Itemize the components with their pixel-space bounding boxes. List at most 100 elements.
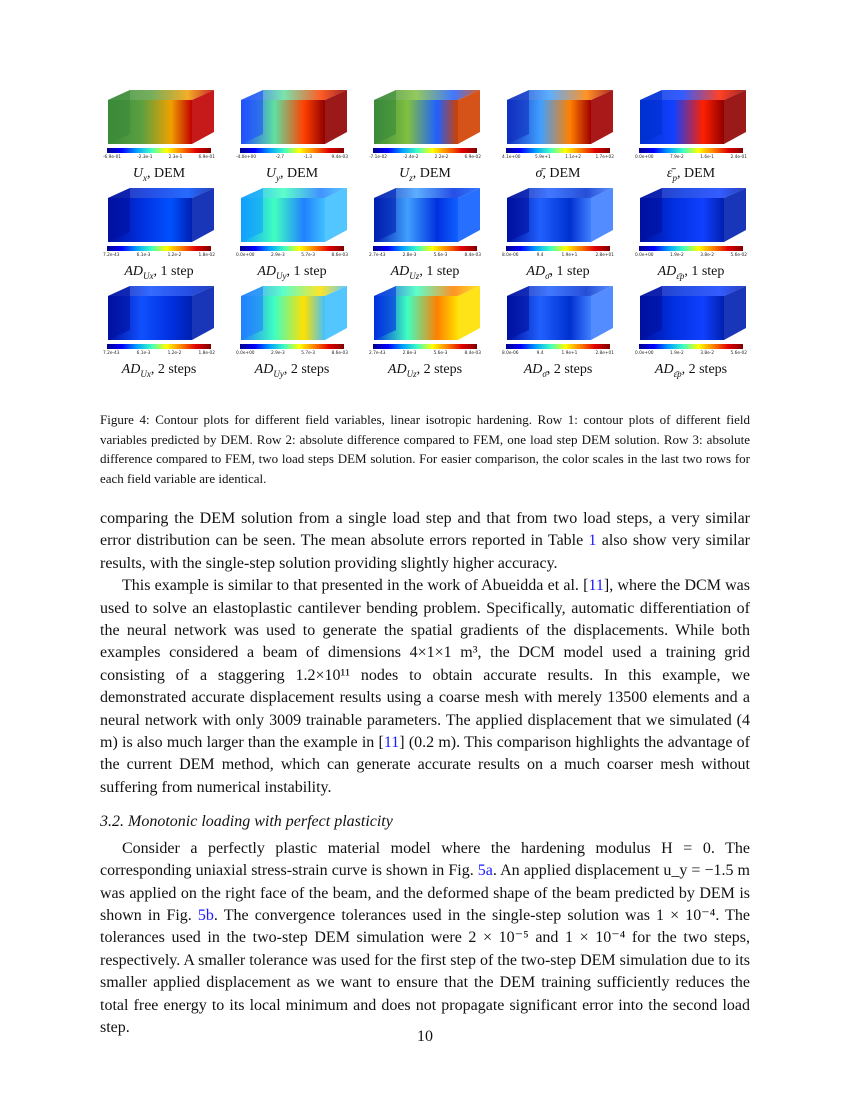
colorbar-tick-label: 0.0e+00 [635, 253, 654, 258]
colorbar-ticks: 0.0e+00 2.9e-3 5.7e-3 8.6e-03 [236, 253, 348, 259]
colorbar-tick-label: 5.7e-3 [301, 253, 316, 258]
colorbar-ticks: 4.1e+00 5.9e+1 1.1e+2 1.7e+02 [502, 155, 614, 161]
beam-top-face [640, 286, 746, 296]
colorbar-tick-label: 5.6e-3 [433, 253, 448, 258]
beam-end-face [241, 286, 263, 340]
beam-side-face [458, 90, 480, 144]
beam-contour-plot [374, 286, 480, 340]
beam-contour-plot [507, 90, 613, 144]
colorbar-tick-label: 2.7e-43 [369, 253, 386, 258]
beam-side-face [591, 188, 613, 242]
colorbar-tick-label: 4.1e+00 [502, 155, 521, 160]
beam-contour-plot [640, 90, 746, 144]
beam-top-face [507, 286, 613, 296]
colorbar [506, 344, 610, 349]
contour-panel: -6.9e-01 -2.3e-1 2.3e-1 6.9e-01 Ux, DEM [95, 86, 223, 182]
beam-contour-plot [241, 286, 347, 340]
figure-row: -6.9e-01 -2.3e-1 2.3e-1 6.9e-01 Ux, DEM -4.… [95, 86, 755, 182]
beam-side-face [325, 90, 347, 144]
colorbar [639, 148, 743, 153]
beam-side-face [192, 90, 214, 144]
colorbar [240, 148, 344, 153]
contour-panel: 7.2e-43 6.1e-3 1.2e-2 1.8e-02 ADUx, 1 step [95, 184, 223, 280]
colorbar-tick-label: 2.9e-3 [271, 351, 285, 356]
panel-label: Uy, DEM [265, 166, 319, 183]
table-ref-link[interactable]: 1 [588, 532, 597, 550]
colorbar [373, 344, 477, 349]
colorbar-tick-label: 2.8e-3 [402, 253, 417, 258]
beam-side-face [724, 90, 746, 144]
colorbar-tick-label: -2.7 [275, 155, 285, 160]
contour-panel: 0.0e+00 2.9e-3 5.7e-3 8.6e-03 ADUy, 2 steps [228, 282, 356, 378]
colorbar-tick-label: 2.8e+01 [595, 253, 614, 258]
contour-panel: 2.7e-43 2.8e-3 5.6e-3 8.4e-03 ADUz, 1 step [361, 184, 489, 280]
beam-end-face [241, 90, 263, 144]
colorbar-tick-label: 8.6e-03 [331, 253, 348, 258]
colorbar [107, 148, 211, 153]
beam-contour-plot [108, 286, 214, 340]
panel-label: ADUx, 1 step [124, 264, 194, 281]
colorbar-tick-label: 9.4 [536, 253, 544, 258]
beam-top-face [374, 188, 480, 198]
contour-panel: 8.0e-06 9.4 1.9e+1 2.8e+01 ADσ̄, 2 steps [494, 282, 622, 378]
beam-top-face [374, 90, 480, 100]
contour-panel: 0.0e+00 1.9e-2 3.8e-2 5.6e-02 ADε̄p, 2 step… [627, 282, 755, 378]
colorbar-tick-label: 7.2e-43 [103, 351, 120, 356]
citation-link[interactable]: 11 [588, 577, 604, 595]
colorbar-tick-label: 1.2e-2 [167, 351, 182, 356]
colorbar-tick-label: 1.8e-02 [198, 351, 216, 356]
beam-side-face [192, 286, 214, 340]
colorbar [107, 344, 211, 349]
colorbar [639, 246, 743, 251]
beam-top-face [108, 90, 214, 100]
colorbar-tick-label: 8.0e-06 [502, 253, 519, 258]
panel-label: ADUx, 2 steps [121, 362, 197, 379]
beam-top-face [241, 90, 347, 100]
citation-link[interactable]: 11 [383, 734, 400, 752]
colorbar-tick-label: 0.0e+00 [635, 351, 654, 356]
colorbar-ticks: -4.0e+00 -2.7 -1.3 9.4e-03 [236, 155, 348, 161]
colorbar-ticks: 8.0e-06 9.4 1.9e+1 2.8e+01 [502, 253, 614, 259]
panel-label: ADε̄p, 1 step [657, 264, 725, 281]
beam-side-face [458, 188, 480, 242]
colorbar-tick-label: -4.0e+00 [236, 155, 257, 160]
colorbar-tick-label: 1.2e-2 [167, 253, 182, 258]
beam-contour-plot [374, 90, 480, 144]
colorbar [373, 148, 477, 153]
beam-top-face [640, 90, 746, 100]
contour-panel: 4.1e+00 5.9e+1 1.1e+2 1.7e+02 σ̄, DEM [494, 86, 622, 182]
colorbar-ticks: 2.7e-43 2.8e-3 5.6e-3 8.4e-03 [369, 253, 481, 259]
colorbar-tick-label: -1.3 [303, 155, 312, 160]
figure-4: -6.9e-01 -2.3e-1 2.3e-1 6.9e-01 Ux, DEM -4.… [95, 86, 755, 380]
beam-end-face [108, 188, 130, 242]
colorbar-tick-label: 0.0e+00 [236, 253, 255, 258]
beam-side-face [192, 188, 214, 242]
figure-ref-link[interactable]: 5a [477, 862, 493, 880]
beam-top-face [241, 188, 347, 198]
beam-end-face [640, 188, 662, 242]
colorbar-tick-label: -6.9e-01 [103, 155, 122, 160]
beam-contour-plot [374, 188, 480, 242]
beam-contour-plot [241, 90, 347, 144]
contour-panel: 7.2e-43 6.1e-3 1.2e-2 1.8e-02 ADUx, 2 steps [95, 282, 223, 378]
beam-end-face [374, 188, 396, 242]
figure-ref-link[interactable]: 5b [197, 906, 214, 924]
panel-label: ADUy, 1 step [257, 264, 327, 281]
beam-top-face [108, 286, 214, 296]
beam-side-face [724, 286, 746, 340]
beam-end-face [241, 188, 263, 242]
colorbar-ticks: 8.0e-06 9.4 1.9e+1 2.8e+01 [502, 351, 614, 357]
colorbar-tick-label: 5.6e-02 [730, 253, 747, 258]
colorbar-tick-label: 8.4e-03 [464, 253, 482, 258]
beam-end-face [374, 90, 396, 144]
beam-end-face [640, 90, 662, 144]
colorbar-tick-label: 6.9e-02 [464, 155, 482, 160]
colorbar [639, 344, 743, 349]
colorbar-tick-label: 8.0e-06 [502, 351, 519, 356]
colorbar-tick-label: 6.1e-3 [136, 253, 151, 258]
beam-end-face [640, 286, 662, 340]
colorbar-tick-label: 3.8e-2 [700, 351, 715, 356]
figure-row: 7.2e-43 6.1e-3 1.2e-2 1.8e-02 ADUx, 2 steps… [95, 282, 755, 378]
colorbar-tick-label: 0.0e+00 [635, 155, 654, 160]
contour-panel: 2.7e-43 2.8e-3 5.6e-3 8.4e-03 ADUz, 2 steps [361, 282, 489, 378]
